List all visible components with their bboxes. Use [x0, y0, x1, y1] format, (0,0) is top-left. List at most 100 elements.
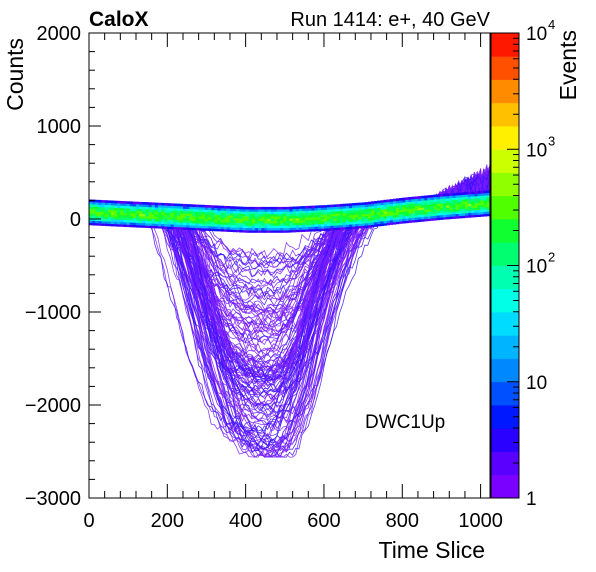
heat-cell — [480, 197, 484, 201]
heat-cell — [248, 218, 253, 222]
heat-cell — [179, 220, 184, 223]
heat-cell — [220, 224, 224, 227]
heat-cell — [220, 215, 224, 218]
heat-cell — [305, 217, 309, 221]
color-scale-step — [491, 451, 519, 476]
heat-cell — [129, 213, 134, 216]
heat-cell — [261, 230, 265, 233]
heat-cell — [396, 203, 400, 206]
heat-cell — [443, 200, 447, 204]
heat-cell — [123, 219, 127, 223]
heat-cell — [267, 211, 271, 215]
heat-cell — [170, 217, 174, 220]
heat-cell — [436, 215, 441, 218]
heat-cell — [126, 208, 130, 211]
heat-cell — [402, 211, 406, 215]
heat-cell — [417, 210, 422, 213]
heat-cell — [211, 223, 215, 227]
heat-cell — [330, 204, 334, 208]
heat-cell — [449, 214, 453, 217]
heat-cell — [98, 209, 102, 212]
heat-cell — [298, 224, 303, 228]
heat-cell — [201, 216, 206, 220]
heat-cell — [349, 214, 353, 218]
heat-cell — [298, 213, 303, 216]
heat-cell — [151, 204, 156, 208]
heat-cell — [471, 203, 475, 206]
heat-cell — [107, 200, 112, 203]
heat-cell — [230, 206, 234, 209]
heat-cell — [458, 192, 463, 196]
heat-cell — [443, 207, 447, 211]
heat-cell — [208, 209, 212, 213]
heat-cell — [414, 210, 419, 213]
heat-cell — [295, 229, 300, 233]
z-tick-label: 10 — [526, 257, 547, 278]
heat-cell — [151, 211, 156, 215]
heat-cell — [239, 227, 243, 231]
heat-cell — [226, 215, 231, 218]
heat-cell — [195, 206, 199, 210]
heat-cell — [433, 203, 437, 207]
heat-cell — [273, 227, 278, 231]
heat-cell — [139, 213, 143, 217]
heat-cell — [89, 201, 93, 205]
heat-cell — [242, 230, 246, 233]
heat-cell — [164, 210, 168, 213]
heat-cell — [245, 230, 249, 233]
heat-cell — [486, 190, 490, 193]
heat-cell — [258, 211, 262, 215]
heat-cell — [333, 218, 337, 221]
heat-cell — [142, 225, 146, 228]
heat-cell — [145, 206, 149, 210]
heat-cell — [245, 209, 249, 212]
heat-cell — [186, 204, 190, 207]
heat-cell — [367, 204, 372, 207]
heat-cell — [314, 224, 318, 227]
heat-cell — [455, 192, 459, 196]
heat-cell — [157, 223, 162, 227]
heat-cell — [408, 208, 412, 212]
heat-cell — [277, 216, 281, 219]
heat-cell — [183, 224, 187, 228]
heat-cell — [104, 223, 109, 227]
heat-cell — [349, 212, 353, 216]
heat-cell — [377, 214, 381, 218]
heat-cell — [110, 212, 115, 215]
heat-cell — [245, 206, 249, 210]
heat-cell — [342, 213, 347, 216]
heat-cell — [302, 217, 306, 221]
heat-cell — [386, 213, 390, 216]
heat-cell — [292, 220, 296, 224]
heat-cell — [345, 219, 350, 223]
heat-cell — [339, 208, 343, 212]
heat-cell — [211, 221, 215, 225]
heat-cell — [258, 216, 262, 219]
heat-cell — [298, 206, 303, 209]
heat-cell — [317, 210, 322, 213]
heat-cell — [314, 210, 318, 213]
heat-cell — [352, 226, 356, 229]
heat-cell — [480, 207, 484, 210]
heat-cell — [258, 230, 262, 233]
heat-cell — [477, 193, 481, 197]
heat-cell — [486, 195, 490, 198]
heat-cell — [192, 225, 196, 228]
heat-cell — [148, 225, 152, 229]
heat-cell — [464, 210, 469, 214]
heat-cell — [226, 220, 231, 223]
heat-cell — [104, 216, 109, 220]
heat-cell — [255, 218, 259, 222]
heat-cell — [261, 225, 265, 229]
heat-cell — [389, 217, 394, 221]
heat-cell — [223, 215, 228, 218]
heat-cell — [483, 213, 488, 217]
heat-cell — [95, 216, 99, 219]
heat-cell — [183, 206, 187, 209]
heat-cell — [245, 223, 249, 226]
heat-cell — [270, 225, 275, 229]
heat-cell — [327, 211, 331, 215]
heat-cell — [480, 193, 484, 196]
heat-cell — [421, 219, 425, 222]
heat-cell — [433, 194, 437, 198]
